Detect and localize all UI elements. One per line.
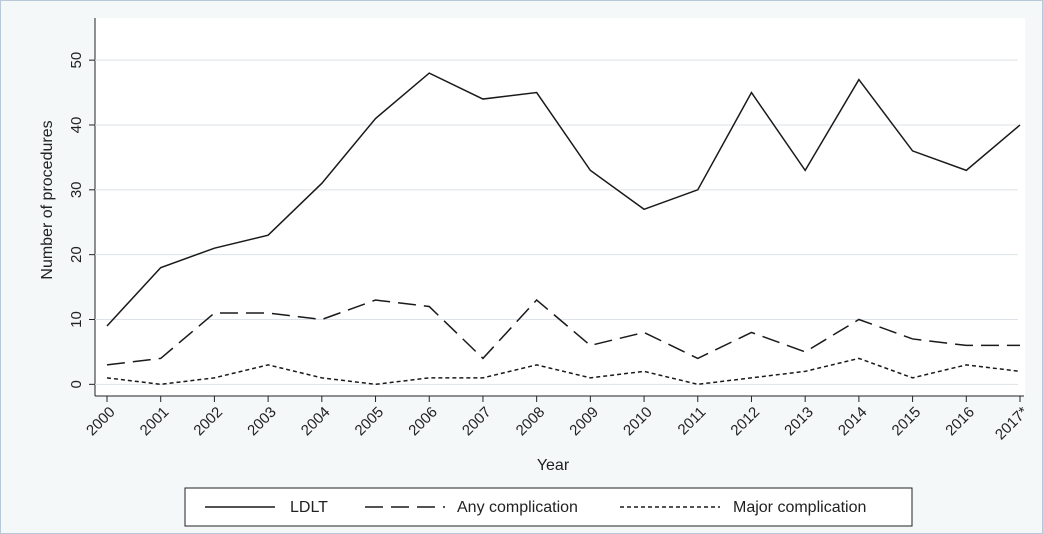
y-tick-label: 50 [68,52,85,69]
legend-label: LDLT [290,499,328,516]
y-tick-label: 20 [68,246,85,263]
legend [184,487,913,527]
y-tick-label: 40 [68,117,85,134]
line-series [106,357,1021,386]
line-series [106,299,1020,366]
legend-label: Any complication [457,499,578,516]
y-tick-label: 0 [68,380,85,388]
y-tick-label: 10 [68,311,85,328]
y-tick-label: 30 [68,181,85,198]
line-series [106,72,1021,327]
x-axis-label: Year [537,457,570,474]
y-axis-label: Number of procedures [39,120,56,279]
legend-label: Major complication [733,499,866,516]
plot-area [95,18,1025,396]
